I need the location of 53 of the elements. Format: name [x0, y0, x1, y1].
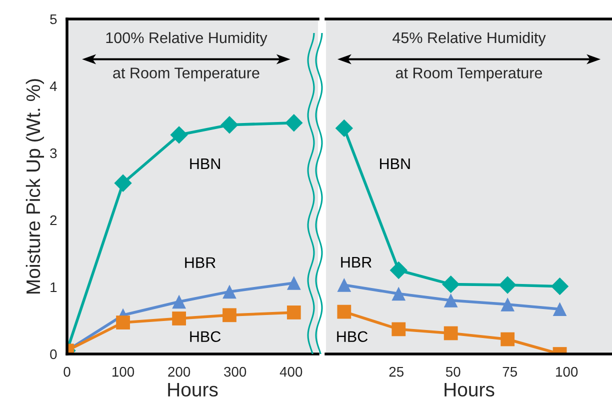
x-axis-title: Hours [168, 382, 218, 397]
point [116, 316, 130, 330]
point [444, 326, 458, 340]
point [335, 119, 353, 138]
x-tick-label: 400 [280, 366, 302, 377]
annotation: 45% Relative Humidity [392, 32, 546, 46]
series-label: HBN [380, 158, 410, 170]
annotation: 100% Relative Humidity [106, 32, 268, 46]
y-tick-label: 2 [50, 215, 57, 226]
point [172, 294, 186, 309]
point [222, 284, 236, 299]
y-axis-title: Moisture Pick Up (Wt. %) [26, 79, 44, 294]
y-tick-label: 4 [50, 81, 57, 92]
point [550, 277, 569, 296]
point [222, 308, 236, 322]
point [170, 126, 188, 144]
point [392, 322, 406, 336]
point [500, 332, 515, 346]
x-tick-label: 300 [224, 366, 246, 377]
x-tick-label: 100 [112, 366, 134, 377]
series-label: HBN [190, 158, 220, 170]
point [220, 116, 238, 134]
series-label: HBC [190, 331, 221, 342]
point [172, 312, 186, 326]
point [444, 293, 458, 308]
x-tick-label: 0 [64, 366, 70, 377]
x-tick-label: 75 [502, 367, 517, 377]
point [498, 276, 516, 294]
series-label: HBR [185, 257, 216, 268]
x-axis-title: Hours [444, 382, 494, 397]
x-tick-label: 50 [446, 366, 460, 377]
series-label: HBC [337, 331, 368, 342]
x-tick-label: 25 [389, 366, 404, 377]
point [390, 261, 408, 280]
y-tick-label: 5 [50, 14, 57, 24]
annotation: at Room Temperature [113, 68, 260, 82]
x-tick-label: 100 [556, 366, 578, 377]
point [337, 304, 352, 319]
point [285, 114, 303, 132]
y-tick-label: 1 [50, 282, 57, 292]
x-tick-label: 200 [168, 366, 190, 377]
point [337, 278, 352, 292]
y-tick-label: 0 [50, 349, 57, 360]
point [442, 275, 460, 294]
point [552, 302, 567, 316]
point [286, 276, 301, 290]
point [392, 286, 406, 301]
y-tick-label: 3 [50, 148, 57, 158]
point [114, 174, 132, 192]
series-label: HBR [341, 256, 372, 268]
annotation: at Room Temperature [396, 68, 542, 82]
point [286, 306, 301, 320]
point [500, 297, 515, 312]
